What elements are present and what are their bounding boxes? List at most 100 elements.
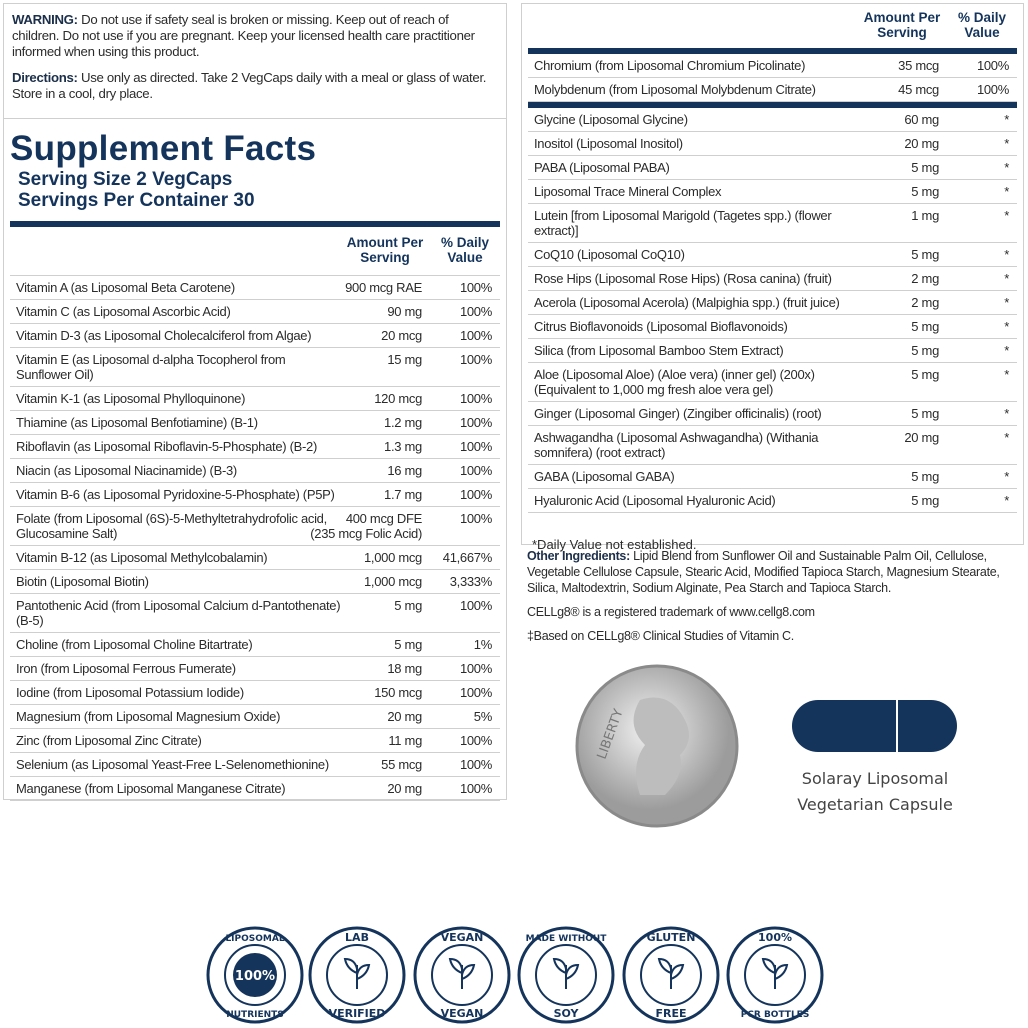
row: CoQ10 (Liposomal CoQ10) 5 mg *	[528, 243, 1017, 267]
amount-value: 5 mg	[394, 598, 422, 613]
row: Silica (from Liposomal Bamboo Stem Extra…	[528, 339, 1017, 363]
nutrient-name: Thiamine (as Liposomal Benfotiamine) (B-…	[16, 415, 258, 430]
nutrient-name: PABA (Liposomal PABA)	[534, 160, 670, 175]
amount-value: 20 mg	[904, 136, 939, 151]
amount: 11 mg	[342, 733, 422, 748]
daily-value: 100%	[459, 661, 492, 676]
amount-value: 60 mg	[904, 112, 939, 127]
amount: 16 mg	[342, 463, 422, 478]
nutrient-name: Choline (from Liposomal Choline Bitartra…	[16, 637, 253, 652]
directions-label: Directions:	[12, 70, 78, 85]
row: Vitamin C (as Liposomal Ascorbic Acid) 90…	[10, 300, 500, 324]
coin-portrait	[633, 697, 689, 795]
nutrient-name: Liposomal Trace Mineral Complex	[534, 184, 722, 199]
amount-value: 150 mcg	[374, 685, 422, 700]
rows: Vitamin A (as Liposomal Beta Carotene) 90…	[10, 276, 500, 801]
other-label: Other Ingredients:	[527, 549, 630, 563]
row: Ashwagandha (Liposomal Ashwagandha) (Wit…	[528, 426, 1017, 465]
badge-bottom: SOY	[554, 1007, 580, 1020]
badge-bottom: NUTRIENTS	[226, 1010, 284, 1020]
nutrient-name: Silica (from Liposomal Bamboo Stem Extra…	[534, 343, 784, 358]
capsule-caption: Solaray Liposomal Vegetarian Capsule	[797, 769, 953, 814]
nutrient-name: Aloe (Liposomal Aloe) (Aloe vera) (inner…	[534, 367, 815, 397]
row: Iron (from Liposomal Ferrous Fumerate) 18…	[10, 657, 500, 681]
badge-inner	[744, 944, 806, 1006]
badge-icon	[657, 957, 685, 989]
other-text: Lipid Blend from Sunflower Oil and Susta…	[527, 549, 1000, 595]
badge-bottom: VERIFIED	[329, 1007, 386, 1020]
daily-value: *	[1004, 295, 1009, 310]
daily-value: 100%	[976, 58, 1009, 73]
rule	[10, 221, 500, 227]
facts-panel: Supplement Facts Serving Size 2 VegCaps …	[3, 118, 507, 801]
amount: 5 mg	[869, 247, 939, 262]
daily-value: *	[1004, 319, 1009, 334]
row: Glycine (Liposomal Glycine) 60 mg *	[528, 108, 1017, 132]
badge-center: 100%	[235, 969, 275, 984]
daily-value: 3,333%	[449, 574, 493, 589]
daily-value: *	[1004, 247, 1009, 262]
amount-value: 18 mg	[387, 661, 422, 676]
row: Chromium (from Liposomal Chromium Picoli…	[528, 54, 1017, 78]
warning-label: WARNING:	[12, 12, 78, 27]
daily-value: 41,667%	[442, 550, 493, 565]
amount: 5 mg	[342, 598, 422, 628]
amount-value: 20 mg	[387, 781, 422, 796]
badge-icon	[552, 957, 580, 989]
daily-value: 100%	[459, 781, 492, 796]
nutrient-name: Iron (from Liposomal Ferrous Fumerate)	[16, 661, 236, 676]
row: Hyaluronic Acid (Liposomal Hyaluronic Ac…	[528, 489, 1017, 513]
row: Molybdenum (from Liposomal Molybdenum Ci…	[528, 78, 1017, 102]
daily-value: 100%	[459, 463, 492, 478]
nutrient-name: Vitamin B-6 (as Liposomal Pyridoxine-5-P…	[16, 487, 335, 502]
rows: Chromium (from Liposomal Chromium Picoli…	[528, 54, 1017, 102]
amount: 1 mg	[869, 208, 939, 238]
nutrient-name: Niacin (as Liposomal Niacinamide) (B-3)	[16, 463, 237, 478]
directions-text: Use only as directed. Take 2 VegCaps dai…	[12, 70, 487, 101]
amount: 150 mcg	[342, 685, 422, 700]
daily-value: 100%	[976, 82, 1009, 97]
row: Inositol (Liposomal Inositol) 20 mg *	[528, 132, 1017, 156]
daily-value: *	[1004, 112, 1009, 127]
badge-ring	[517, 926, 615, 1024]
amount: 20 mg	[342, 709, 422, 724]
header-amount: Amount Per Serving	[346, 235, 424, 265]
daily-value: 100%	[459, 685, 492, 700]
amount: 35 mcg	[869, 58, 939, 73]
nutrient-name: Vitamin E (as Liposomal d-alpha Tocopher…	[16, 352, 286, 382]
nutrient-name: Hyaluronic Acid (Liposomal Hyaluronic Ac…	[534, 493, 776, 508]
amount-value: 5 mg	[911, 493, 939, 508]
badge-bottom: PCR BOTTLES	[741, 1010, 810, 1020]
amount: 1.7 mg	[342, 487, 422, 502]
badge: 100% PCR BOTTLES	[726, 926, 824, 1024]
daily-value: *	[1004, 469, 1009, 484]
amount-value: 1.7 mg	[384, 487, 422, 502]
amount: 2 mg	[869, 295, 939, 310]
badge-bottom: VEGAN	[441, 1007, 484, 1020]
amount-value: 5 mg	[911, 319, 939, 334]
amount: 90 mg	[342, 304, 422, 319]
amount-value: 20 mg	[387, 709, 422, 724]
amount: 5 mg	[869, 319, 939, 334]
amount-value: 1,000 mcg	[363, 574, 422, 589]
amount: 5 mg	[869, 184, 939, 199]
amount: 400 mcg DFE (235 mcg Folic Acid)	[310, 511, 422, 541]
nutrient-name: Selenium (as Liposomal Yeast-Free L-Sele…	[16, 757, 329, 772]
daily-value: 100%	[459, 328, 492, 343]
header-dv: % Daily Value	[440, 235, 490, 265]
daily-value: 100%	[459, 391, 492, 406]
daily-value: *	[1004, 184, 1009, 199]
row: Zinc (from Liposomal Zinc Citrate) 11 mg 1…	[10, 729, 500, 753]
row: Iodine (from Liposomal Potassium Iodide)…	[10, 681, 500, 705]
badge-top: LIPOSOMAL	[225, 934, 284, 944]
warning: WARNING: Do not use if safety seal is br…	[12, 12, 498, 60]
capsule	[792, 700, 957, 752]
warning-text: Do not use if safety seal is broken or m…	[12, 12, 475, 59]
amount-value: 5 mg	[911, 247, 939, 262]
amount-value: 2 mg	[911, 271, 939, 286]
header-dv: % Daily Value	[957, 10, 1007, 40]
rows: Glycine (Liposomal Glycine) 60 mg * Inosito…	[528, 108, 1017, 513]
nutrient-name: Pantothenic Acid (from Liposomal Calcium…	[16, 598, 341, 628]
amount-value: 400 mcg DFE	[345, 511, 422, 526]
nutrient-name: Vitamin A (as Liposomal Beta Carotene)	[16, 280, 235, 295]
